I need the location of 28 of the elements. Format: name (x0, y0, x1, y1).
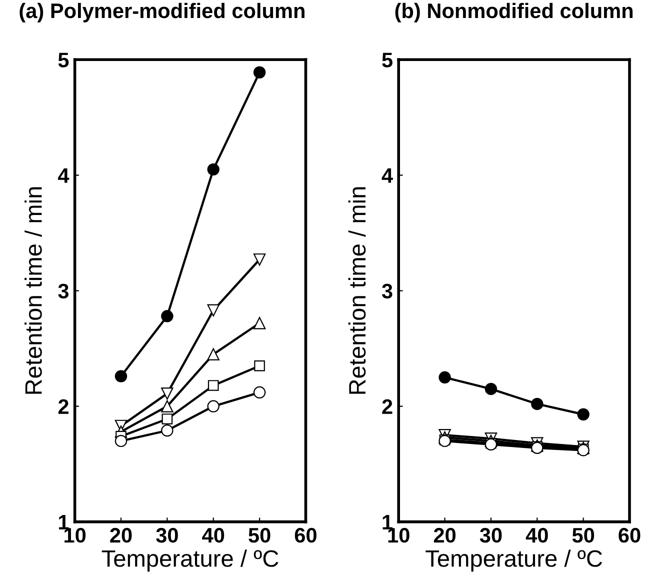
y-tick-label: 5 (58, 52, 69, 68)
x-axis-title: Temperature / ºC (102, 550, 278, 572)
x-tick-label: 10 (64, 528, 86, 543)
y-axis-title: Retention time / min (24, 187, 42, 394)
y-tick-label: 5 (382, 52, 392, 68)
chart-title: (b) Nonmodified column (395, 2, 633, 22)
y-axis-title: Retention time / min (348, 187, 366, 394)
x-tick-label: 20 (434, 528, 456, 543)
x-tick-label: 30 (480, 528, 502, 543)
x-tick-label: 60 (294, 528, 316, 543)
y-tick-label: 1 (382, 515, 392, 530)
x-tick-label: 20 (110, 528, 132, 543)
x-tick-label: 50 (248, 528, 270, 543)
y-tick-label: 4 (58, 168, 70, 183)
y-tick-label: 2 (382, 399, 392, 414)
x-tick-label: 30 (156, 528, 178, 543)
chart-title: (a) Polymer-modified column (20, 2, 304, 22)
y-tick-label: 2 (58, 399, 68, 414)
x-tick-label: 40 (526, 528, 548, 543)
x-axis-title: Temperature / ºC (426, 550, 602, 572)
x-tick-label: 50 (572, 528, 594, 543)
y-tick-label: 4 (382, 168, 393, 183)
y-tick-label: 1 (58, 515, 69, 530)
y-tick-label: 3 (58, 284, 69, 299)
x-tick-label: 60 (618, 528, 640, 543)
y-tick-label: 3 (382, 284, 392, 299)
x-tick-label: 10 (388, 528, 410, 543)
x-tick-label: 40 (202, 528, 224, 543)
